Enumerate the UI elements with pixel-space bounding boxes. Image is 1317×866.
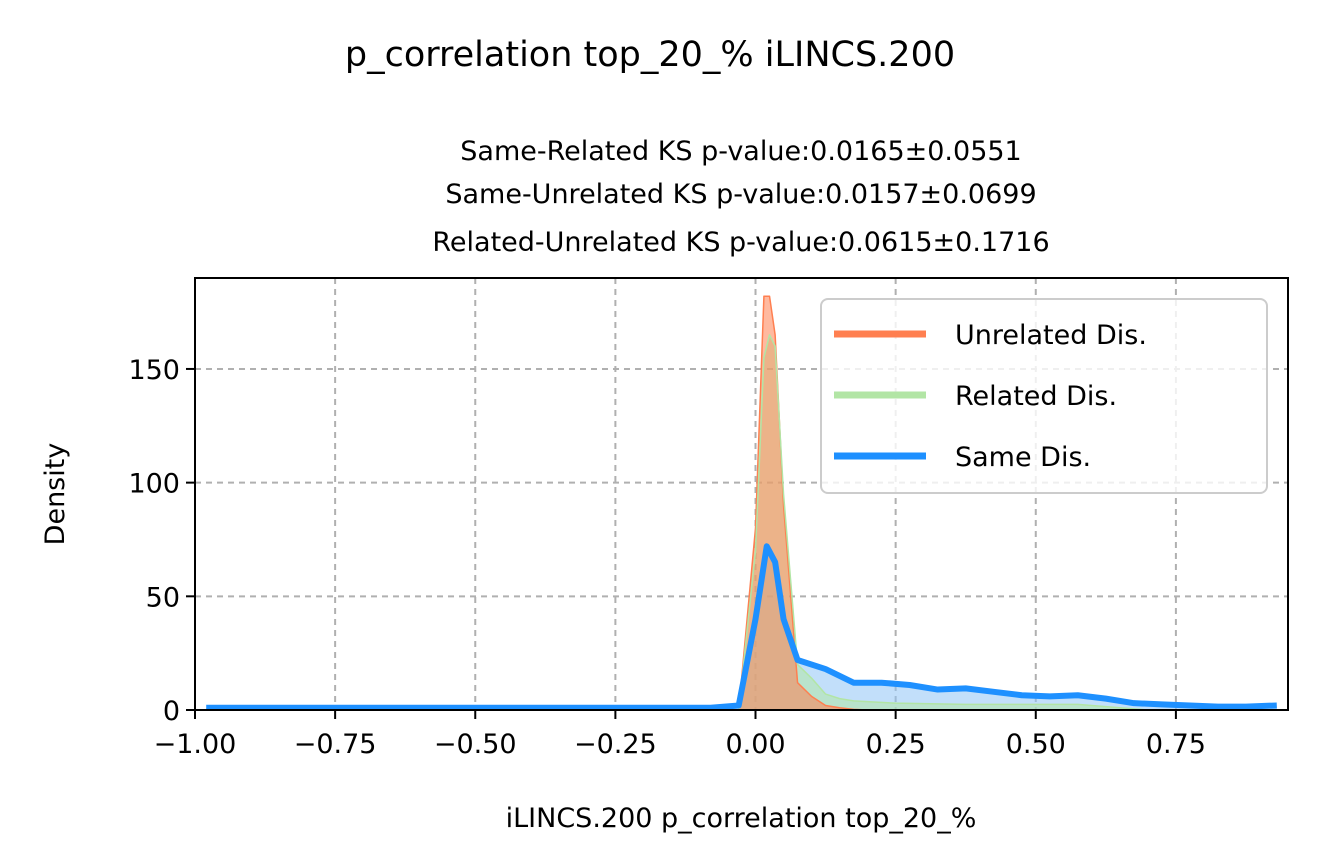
chart-subtitle-line-3: Related-Unrelated KS p-value:0.0615±0.17… [432, 227, 1049, 258]
y-tick-label: 0 [163, 696, 180, 727]
y-tick-label: 150 [128, 355, 180, 386]
y-axis-label: Density [40, 443, 71, 546]
x-tick-label: −0.75 [294, 729, 377, 760]
x-tick-label: −0.50 [434, 729, 517, 760]
density-line-related-dis- [737, 334, 1148, 711]
figure-suptitle: p_correlation top_20_% iLINCS.200 [345, 35, 955, 75]
chart-subtitle-line-1: Same-Related KS p-value:0.0165±0.0551 [460, 136, 1021, 167]
chart-subtitle-line-2: Same-Unrelated KS p-value:0.0157±0.0699 [445, 179, 1036, 210]
density-lines [206, 295, 1277, 711]
plot-frame [194, 277, 1289, 711]
density-line-same-dis- [206, 543, 1277, 711]
legend-box [820, 298, 1268, 494]
density-line-unrelated-dis- [737, 295, 868, 711]
legend-label-unrelated: Unrelated Dis. [955, 320, 1147, 351]
legend: Unrelated Dis. Related Dis. Same Dis. [820, 298, 1268, 494]
legend-label-same: Same Dis. [955, 442, 1091, 473]
x-tick-label: −1.00 [154, 729, 237, 760]
x-tick-label: 0.00 [725, 729, 785, 760]
density-fill-unrelated-dis- [738, 296, 868, 710]
density-fills [206, 296, 1277, 710]
y-tick-label: 100 [128, 469, 180, 500]
x-axis-label: iLINCS.200 p_correlation top_20_% [506, 803, 977, 834]
axis-ticks: −1.00 −0.75 −0.50 −0.25 0.00 0.25 0.50 0.75 0 50 1… [128, 355, 1206, 760]
x-tick-label: 0.75 [1146, 729, 1206, 760]
x-tick-label: −0.25 [574, 729, 657, 760]
x-tick-label: 0.25 [866, 729, 926, 760]
y-tick-label: 50 [146, 582, 180, 613]
legend-label-related: Related Dis. [955, 381, 1117, 412]
x-tick-label: 0.50 [1006, 729, 1066, 760]
